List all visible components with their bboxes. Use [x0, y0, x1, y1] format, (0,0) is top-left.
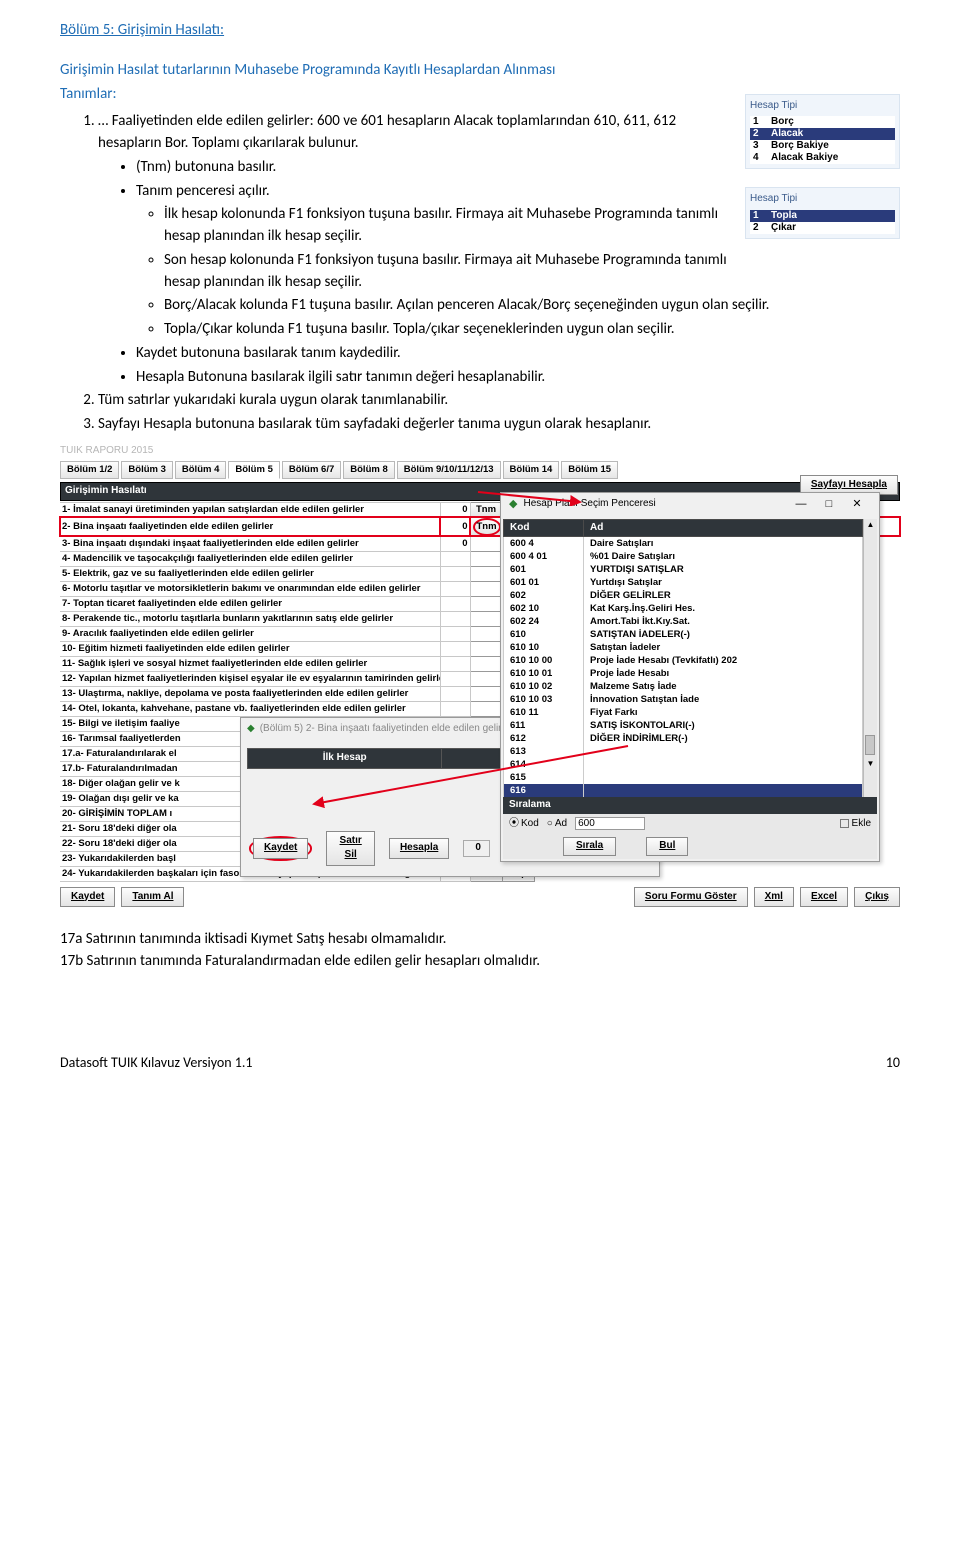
popup-row[interactable]: 610 11Fiyat Farkı: [504, 706, 863, 719]
footer-left: Datasoft TUIK Kılavuz Versiyon 1.1: [60, 1053, 253, 1073]
popup-row[interactable]: 601YURTDIŞI SATIŞLAR: [504, 563, 863, 576]
mini1-label: Hesap Tipi: [750, 99, 895, 114]
radio-kod[interactable]: ⦿Kod: [509, 817, 539, 832]
hesapla-button[interactable]: Hesapla: [389, 838, 449, 859]
popup-row[interactable]: 610 10 03İnnovation Satıştan İade: [504, 693, 863, 706]
popup-row[interactable]: 601 01Yurtdışı Satışlar: [504, 576, 863, 589]
bottom-xml-button[interactable]: Xml: [754, 887, 794, 908]
bul-button[interactable]: Bul: [646, 837, 688, 856]
popup-row[interactable]: 602 24Amort.Tabi İkt.Kıy.Sat.: [504, 615, 863, 628]
subtitle: Girişimin Hasılat tutarlarının Muhasebe …: [60, 60, 900, 82]
hesap-tipi-panel-2: Hesap Tipi 1Topla 2Çıkar: [745, 187, 900, 239]
popup-row[interactable]: 600 4 01%01 Daire Satışları: [504, 550, 863, 563]
popup-row[interactable]: 610 10Satıştan İadeler: [504, 641, 863, 654]
tab-b-l-m-1-2[interactable]: Bölüm 1/2: [60, 461, 119, 479]
tab-b-l-m-4[interactable]: Bölüm 4: [175, 461, 226, 479]
tab-b-l-m-3[interactable]: Bölüm 3: [121, 461, 172, 479]
item1-text: … Faaliyetinden elde edilen gelirler: 60…: [98, 112, 676, 152]
popup-col-kod: Kod: [504, 519, 584, 537]
bottom-cikis-button[interactable]: Çıkış: [854, 887, 900, 908]
mini-panels: Hesap Tipi 1Borç 2Alacak 3Borç Bakiye 4A…: [745, 94, 900, 257]
bottom-toolbar: Kaydet Tanım Al Soru Formu Göster Xml Ex…: [60, 885, 900, 908]
popup-row[interactable]: 614: [504, 758, 863, 771]
popup-title-text: Hesap Planı Seçim Penceresi: [523, 497, 655, 512]
mini2-row: 1Topla: [750, 210, 895, 222]
bullet: Kaydet butonuna basılarak tanım kaydedil…: [136, 343, 900, 365]
popup-search-input[interactable]: [575, 817, 645, 830]
tanim-col-ilk[interactable]: İlk Hesap: [248, 749, 442, 769]
instruction-3: Sayfayı Hesapla butonuna basılarak tüm s…: [98, 414, 900, 436]
maximize-button[interactable]: □: [815, 497, 843, 513]
bottom-kaydet-button[interactable]: Kaydet: [60, 887, 115, 908]
popup-row[interactable]: 600 4Daire Satışları: [504, 537, 863, 551]
bottom-tanim-al-button[interactable]: Tanım Al: [121, 887, 184, 908]
mini2-row: 2Çıkar: [750, 222, 895, 234]
mini2-table: 1Topla 2Çıkar: [750, 210, 895, 234]
mini1-row: 3Borç Bakiye: [750, 140, 895, 152]
popup-scrollbar[interactable]: ▲ ▼: [863, 519, 877, 798]
mini1-row: 2Alacak: [750, 128, 895, 140]
tanim-icon: ◆: [247, 722, 255, 737]
bottom-soru-button[interactable]: Soru Formu Göster: [634, 887, 748, 908]
popup-row[interactable]: 611SATIŞ İSKONTOLARI(-): [504, 719, 863, 732]
app-title: TUIK RAPORU 2015: [60, 444, 900, 459]
popup-icon: ◆: [509, 497, 517, 513]
popup-row[interactable]: 615: [504, 771, 863, 784]
tab-b-l-m-5[interactable]: Bölüm 5: [228, 461, 279, 479]
popup-row[interactable]: 616: [504, 784, 863, 797]
popup-titlebar: ◆ Hesap Planı Seçim Penceresi — □ ✕: [501, 493, 879, 517]
popup-row[interactable]: 602DİĞER GELİRLER: [504, 589, 863, 602]
popup-row[interactable]: 610 10 01Proje İade Hesabı: [504, 667, 863, 680]
popup-row[interactable]: 612DİĞER İNDİRİMLER(-): [504, 732, 863, 745]
siralama-header: Sıralama: [503, 797, 877, 814]
tab-b-l-m-14[interactable]: Bölüm 14: [503, 461, 560, 479]
mini2-label: Hesap Tipi: [750, 192, 895, 207]
instruction-2: Tüm satırlar yukarıdaki kurala uygun ola…: [98, 390, 900, 412]
ekle-checkbox[interactable]: Ekle: [840, 817, 871, 832]
tab-b-l-m-8[interactable]: Bölüm 8: [343, 461, 394, 479]
popup-controls: ⦿Kod ○Ad Ekle: [503, 814, 877, 835]
popup-row[interactable]: 610SATIŞTAN İADELER(-): [504, 628, 863, 641]
satir-sil-button[interactable]: Satır Sil: [326, 831, 375, 866]
popup-table[interactable]: Kod Ad 600 4Daire Satışları600 4 01%01 D…: [503, 519, 863, 798]
popup-col-ad: Ad: [584, 519, 863, 537]
minimize-button[interactable]: —: [787, 497, 815, 513]
app-screenshot: TUIK RAPORU 2015 Bölüm 1/2Bölüm 3Bölüm 4…: [60, 444, 900, 907]
popup-row[interactable]: 610 10 00Proje İade Hesabı (Tevkifatlı) …: [504, 654, 863, 667]
note-17a: 17a Satırının tanımında iktisadi Kıymet …: [60, 929, 900, 951]
close-button[interactable]: ✕: [843, 497, 871, 513]
popup-row[interactable]: 610 10 02Malzeme Satış İade: [504, 680, 863, 693]
post-notes: 17a Satırının tanımında iktisadi Kıymet …: [60, 929, 900, 973]
mini1-table: 1Borç 2Alacak 3Borç Bakiye 4Alacak Bakiy…: [750, 116, 895, 164]
sub-bullet: Topla/Çıkar kolunda F1 tuşuna basılır. T…: [164, 319, 900, 341]
tab-b-l-m-15[interactable]: Bölüm 15: [561, 461, 618, 479]
hesap-plani-popup: ◆ Hesap Planı Seçim Penceresi — □ ✕ Kod …: [500, 492, 880, 862]
tab-b-l-m-6-7[interactable]: Bölüm 6/7: [282, 461, 341, 479]
tanim-value: 0: [463, 840, 490, 857]
tab-b-l-m-9-10-11-12-13[interactable]: Bölüm 9/10/11/12/13: [397, 461, 501, 479]
radio-ad[interactable]: ○Ad: [547, 817, 567, 832]
kaydet-button[interactable]: Kaydet: [253, 838, 308, 859]
bullet: Hesapla Butonuna basılarak ilgili satır …: [136, 367, 900, 389]
sub-bullet: Borç/Alacak kolunda F1 tuşuna basılır. A…: [164, 295, 900, 317]
mini1-row: 1Borç: [750, 116, 895, 128]
sirala-button[interactable]: Sırala: [563, 837, 616, 856]
bottom-excel-button[interactable]: Excel: [800, 887, 848, 908]
tnm-button[interactable]: Tnm: [470, 502, 502, 517]
popup-row[interactable]: 602 10Kat Karş.İnş.Geliri Hes.: [504, 602, 863, 615]
hesap-tipi-panel-1: Hesap Tipi 1Borç 2Alacak 3Borç Bakiye 4A…: [745, 94, 900, 170]
tnm-button[interactable]: Tnm: [470, 517, 502, 536]
popup-row[interactable]: 613: [504, 745, 863, 758]
tabs: Bölüm 1/2Bölüm 3Bölüm 4Bölüm 5Bölüm 6/7B…: [60, 461, 900, 479]
note-17b: 17b Satırının tanımında Faturalandırmada…: [60, 951, 900, 973]
page-footer: Datasoft TUIK Kılavuz Versiyon 1.1 10: [60, 1053, 900, 1073]
section-title: Bölüm 5: Girişimin Hasılatı:: [60, 20, 900, 42]
footer-page-number: 10: [886, 1053, 900, 1073]
mini1-row: 4Alacak Bakiye: [750, 152, 895, 164]
tanim-title-text: (Bölüm 5) 2- Bina inşaatı faaliyetinden …: [260, 722, 513, 737]
